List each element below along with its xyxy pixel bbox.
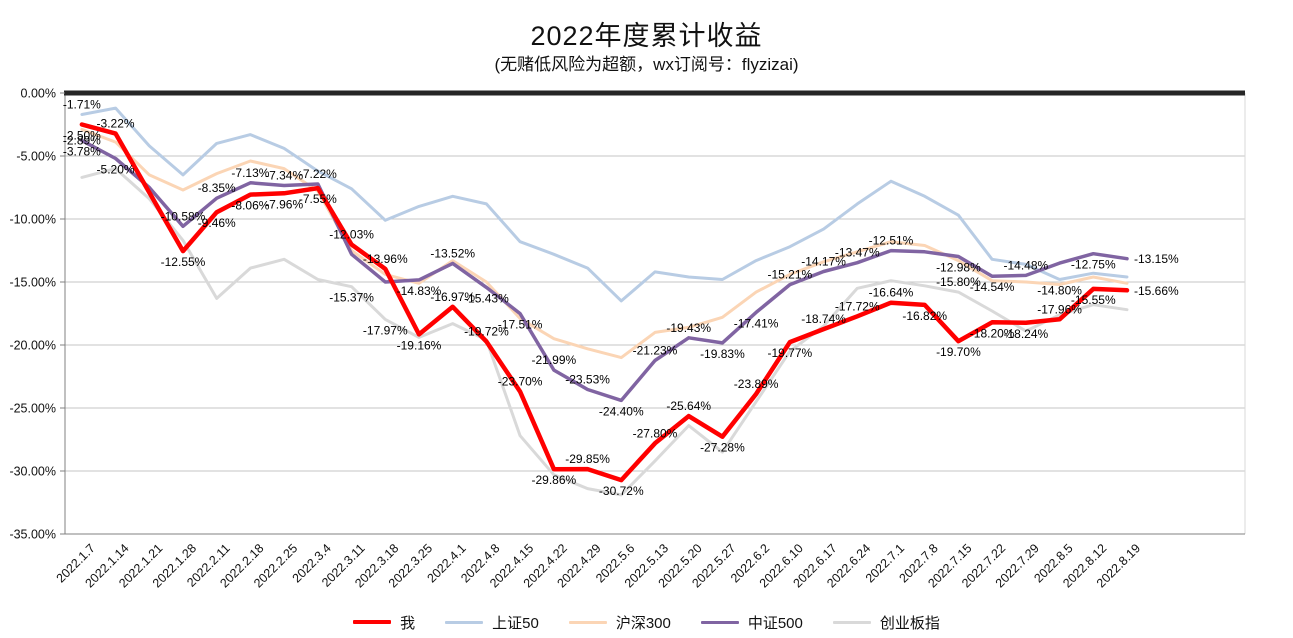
- data-label-我: -29.85%: [565, 452, 610, 466]
- data-label-我: -2.50%: [63, 129, 101, 143]
- data-label-中证500: -14.83%: [397, 284, 442, 298]
- data-label-我: -18.20%: [970, 326, 1015, 340]
- legend-swatch-我: [353, 620, 392, 624]
- legend-item-创业板指: 创业板指: [832, 612, 940, 633]
- data-label-中证500: -21.23%: [633, 343, 678, 357]
- data-label-中证500: -15.21%: [768, 268, 813, 282]
- data-label-上证50: -14.80%: [1037, 283, 1082, 297]
- data-label-我: -16.82%: [902, 309, 947, 323]
- legend-label-沪深300: 沪深300: [615, 614, 671, 632]
- data-label-我: -27.80%: [633, 426, 678, 440]
- data-label-中证500: -7.13%: [231, 166, 269, 180]
- data-label-中证500: -10.58%: [161, 209, 206, 223]
- data-label-中证500: -8.35%: [198, 181, 236, 195]
- series-line-中证500: [80, 138, 1129, 403]
- chart-title: 2022年度累计收益: [530, 21, 763, 51]
- data-label-我: -27.28%: [700, 441, 745, 455]
- data-label-我: -19.16%: [397, 338, 442, 352]
- y-tick-label: -5.00%: [16, 150, 56, 164]
- legend-swatch-上证50: [445, 620, 484, 624]
- data-label-中证500: -7.34%: [265, 168, 303, 182]
- data-label-我: -17.72%: [835, 299, 880, 313]
- data-label-中证500: -17.41%: [734, 316, 779, 330]
- y-tick-label: -15.00%: [9, 276, 56, 290]
- y-tick-label: 0.00%: [21, 87, 56, 101]
- data-label-中证500: -12.98%: [936, 261, 981, 275]
- legend-label-我: 我: [400, 614, 416, 632]
- legend-item-上证50: 上证50: [445, 612, 539, 633]
- data-label-中证500: -13.47%: [835, 246, 880, 260]
- data-label-沪深300: -2.89%: [63, 133, 101, 147]
- data-label-中证500: -14.17%: [801, 255, 846, 269]
- data-label-创业板指: -17.97%: [363, 323, 408, 337]
- series-line-创业板指: [80, 167, 1129, 497]
- data-label-创业板指: -15.80%: [936, 275, 981, 289]
- data-label-我: -17.96%: [1037, 302, 1082, 316]
- data-label-中证500: -19.83%: [700, 347, 745, 361]
- y-tick-label: -10.00%: [9, 213, 56, 227]
- legend-label-上证50: 上证50: [492, 614, 539, 632]
- chart-subtitle: (无赌低风险为超额，wx订阅号：flyzizai): [494, 55, 799, 74]
- legend-item-沪深300: 沪深300: [568, 612, 671, 633]
- data-label-我: -7.55%: [299, 192, 337, 206]
- plot-area: 0.00% -5.00% -10.00% -15.00% -20.00% -25.00% -…: [9, 87, 1246, 590]
- legend-swatch-沪深300: [568, 620, 607, 624]
- data-label-中证500: -14.54%: [970, 280, 1015, 294]
- series-line-沪深300: [80, 127, 1129, 360]
- data-label-我: -8.06%: [231, 199, 269, 213]
- data-label-中证500: -15.43%: [464, 291, 509, 305]
- data-label-中证500: -17.51%: [498, 318, 543, 332]
- legend-label-创业板指: 创业板指: [879, 614, 940, 632]
- data-label-我: -15.55%: [1071, 293, 1116, 307]
- data-label-我: -23.70%: [498, 375, 543, 389]
- series-line-我: [79, 122, 1130, 483]
- legend-swatch-创业板指: [832, 620, 871, 624]
- data-label-我: -19.70%: [936, 345, 981, 359]
- data-label-我: -29.86%: [532, 473, 577, 487]
- data-label-我: -30.72%: [599, 484, 644, 498]
- data-label-我: -12.55%: [161, 255, 206, 269]
- data-label-我: -16.97%: [430, 290, 475, 304]
- data-label-中证500: -21.99%: [532, 353, 577, 367]
- data-label-我: -23.89%: [734, 377, 779, 391]
- data-label-我: -18.24%: [1004, 327, 1049, 341]
- data-label-我: -18.74%: [801, 312, 846, 326]
- data-label-创业板指: -15.37%: [329, 291, 374, 305]
- y-tick-label: -35.00%: [9, 528, 56, 542]
- data-label-我: -25.64%: [666, 399, 711, 413]
- y-tick-label: -20.00%: [9, 339, 56, 353]
- data-label-中证500: -12.51%: [869, 234, 914, 248]
- data-label-中证500: -13.15%: [1134, 252, 1179, 266]
- data-label-中证500: -13.52%: [430, 246, 475, 260]
- data-label-我: -7.96%: [265, 197, 303, 211]
- legend-item-我: 我: [353, 612, 415, 633]
- data-label-中证500: -24.40%: [599, 404, 644, 418]
- data-label-上证50: -1.71%: [63, 98, 101, 112]
- data-label-中证500: -7.22%: [299, 167, 337, 181]
- data-label-中证500: -5.20%: [97, 163, 135, 177]
- data-label-我: -19.72%: [464, 324, 509, 338]
- data-label-中证500: -12.75%: [1071, 258, 1116, 272]
- data-label-我: -9.46%: [198, 216, 236, 230]
- legend-swatch-中证500: [700, 620, 739, 624]
- y-tick-label: -30.00%: [9, 465, 56, 479]
- data-label-中证500: -3.78%: [63, 145, 101, 159]
- data-label-我: -15.66%: [1134, 284, 1179, 298]
- legend: 我 上证50 沪深300 中证500 创业板指: [0, 607, 1293, 637]
- legend-item-中证500: 中证500: [700, 612, 803, 633]
- data-label-我: -13.96%: [363, 252, 408, 266]
- legend-label-中证500: 中证500: [747, 614, 803, 632]
- data-label-我: -19.77%: [768, 346, 813, 360]
- y-tick-label: -25.00%: [9, 402, 56, 416]
- data-label-我: -16.64%: [869, 286, 914, 300]
- data-label-我: -12.03%: [329, 228, 374, 242]
- data-label-中证500: -14.48%: [1004, 258, 1049, 272]
- data-label-我: -3.22%: [97, 117, 135, 131]
- series-line-上证50: [80, 106, 1129, 303]
- data-label-中证500: -19.43%: [666, 321, 711, 335]
- data-label-中证500: -23.53%: [565, 372, 610, 386]
